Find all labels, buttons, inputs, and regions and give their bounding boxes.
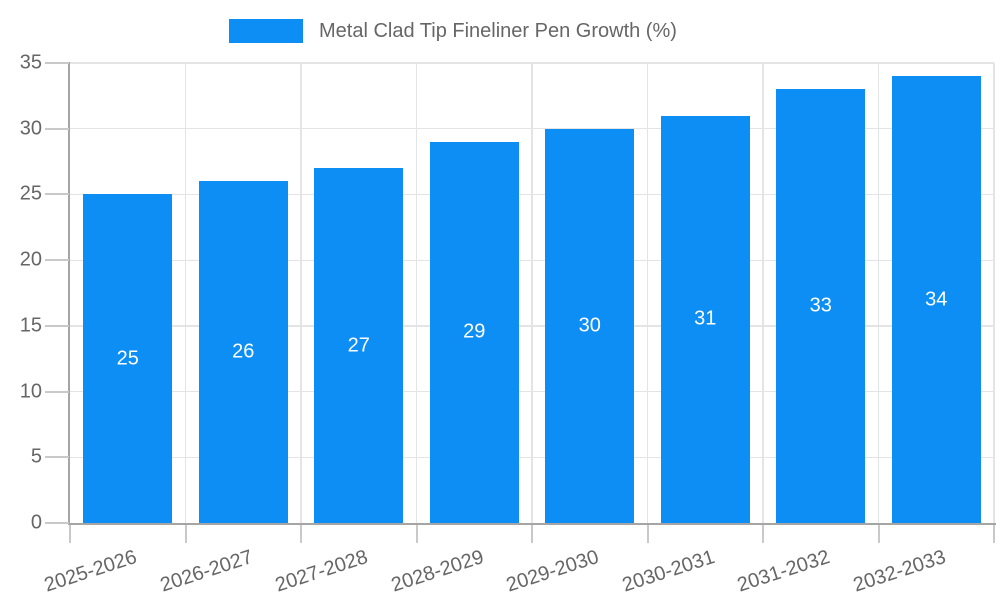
- x-axis-line: [68, 523, 996, 525]
- gridline-vertical: [184, 63, 187, 523]
- plot-area: 25 26 27 29 30 31 33 34: [70, 62, 995, 523]
- y-tick-mark: [45, 127, 69, 130]
- x-tick-mark: [762, 525, 764, 543]
- gridline-vertical: [646, 63, 649, 523]
- y-tick-mark: [45, 522, 69, 524]
- bar-value-label: 26: [232, 340, 255, 363]
- y-tick-mark: [45, 193, 69, 196]
- bar[interactable]: 25: [83, 194, 173, 523]
- x-axis-tick-label: 2031-2032: [734, 546, 833, 597]
- bar-value-label: 29: [463, 320, 486, 343]
- bar-value-label: 25: [116, 347, 139, 370]
- x-axis-tick-label: 2029-2030: [503, 546, 602, 597]
- y-axis-tick-label: 30: [19, 117, 42, 140]
- bar-value-label: 33: [809, 294, 832, 317]
- gridline-vertical: [993, 63, 995, 523]
- y-axis-tick-label: 35: [19, 51, 42, 74]
- legend-label: Metal Clad Tip Fineliner Pen Growth (%): [319, 19, 677, 42]
- x-axis-tick-label: 2025-2026: [41, 546, 140, 597]
- x-axis-tick-label: 2032-2033: [850, 546, 949, 597]
- y-axis-tick-label: 10: [19, 380, 42, 403]
- x-axis-tick-label: 2026-2027: [157, 546, 256, 597]
- gridline-vertical: [762, 63, 764, 523]
- legend-swatch: [229, 19, 303, 43]
- y-axis-line: [68, 62, 70, 525]
- bar[interactable]: 30: [545, 128, 635, 523]
- x-tick-mark: [415, 525, 418, 543]
- x-tick-mark: [877, 525, 880, 543]
- bar-value-label: 34: [925, 288, 948, 311]
- bar[interactable]: 31: [660, 115, 750, 523]
- bar[interactable]: 29: [429, 141, 519, 523]
- gridline-vertical: [877, 63, 880, 523]
- y-tick-mark: [45, 62, 69, 64]
- x-axis-tick-label: 2027-2028: [272, 546, 371, 597]
- x-tick-mark: [300, 525, 302, 543]
- x-tick-mark: [184, 525, 187, 543]
- bar-value-label: 31: [694, 307, 717, 330]
- y-tick-mark: [45, 456, 69, 459]
- y-axis-tick-label: 0: [30, 511, 42, 534]
- chart-legend[interactable]: Metal Clad Tip Fineliner Pen Growth (%): [229, 19, 677, 43]
- gridline-vertical: [300, 63, 302, 523]
- x-tick-mark: [993, 525, 995, 543]
- y-tick-mark: [45, 324, 69, 327]
- x-axis-tick-label: 2028-2029: [388, 546, 487, 597]
- y-axis-tick-label: 5: [30, 445, 42, 468]
- bar[interactable]: 33: [776, 89, 866, 523]
- bar[interactable]: 27: [314, 168, 404, 523]
- y-axis-tick-label: 20: [19, 248, 42, 271]
- y-axis-tick-label: 15: [19, 314, 42, 337]
- bar-value-label: 30: [578, 314, 601, 337]
- bar[interactable]: 34: [891, 76, 981, 523]
- bar-value-label: 27: [347, 334, 370, 357]
- x-tick-mark: [646, 525, 649, 543]
- y-tick-mark: [45, 390, 69, 393]
- bar[interactable]: 26: [198, 181, 288, 523]
- x-tick-mark: [531, 525, 533, 543]
- x-axis-tick-label: 2030-2031: [619, 546, 718, 597]
- x-tick-mark: [69, 525, 71, 543]
- y-axis-tick-label: 25: [19, 182, 42, 205]
- y-tick-mark: [45, 259, 69, 262]
- gridline-vertical: [531, 63, 533, 523]
- gridline-vertical: [415, 63, 418, 523]
